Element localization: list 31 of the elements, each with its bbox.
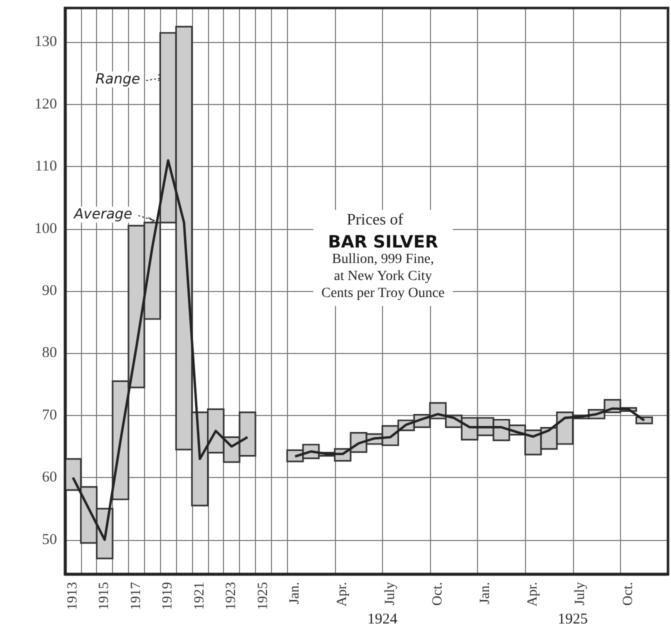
- x-tick-label: 1915: [97, 582, 112, 610]
- y-tick-label: 80: [42, 345, 57, 362]
- x-tick-label: Oct.: [620, 582, 636, 606]
- annotation: Average: [72, 206, 132, 223]
- x-tick-label: Jan.: [288, 582, 303, 604]
- annotation: Range: [95, 72, 140, 88]
- x-tick-label: Oct.: [430, 582, 446, 606]
- x-tick-label: 1917: [128, 582, 144, 610]
- y-tick-label: 110: [35, 158, 57, 175]
- x-tick-label: Apr.: [526, 582, 541, 606]
- x-tick-label: 1919: [160, 582, 176, 610]
- y-tick-label: 100: [34, 220, 57, 237]
- y-tick-label: 50: [42, 532, 57, 548]
- text: BAR SILVER: [328, 232, 438, 252]
- x-tick-label: July: [382, 582, 398, 606]
- text: 1925: [558, 612, 588, 628]
- y-tick-label: 70: [42, 407, 57, 424]
- x-tick-label: Jan.: [478, 582, 494, 604]
- y-tick-label: 130: [34, 34, 57, 50]
- text: Bullion, 999 Fine, at New York City Cents per Troy Ounce: [321, 252, 445, 301]
- x-tick-label: 1921: [192, 582, 208, 610]
- x-tick-label: July: [573, 582, 588, 606]
- y-tick-label: 120: [34, 96, 57, 112]
- y-tick-label: 60: [42, 470, 57, 486]
- x-tick-label: 1925: [256, 582, 271, 610]
- x-tick-label: 1923: [224, 582, 240, 610]
- y-tick-label: 90: [42, 283, 57, 299]
- text: 1924: [367, 612, 398, 628]
- annotation: Prices of: [346, 212, 404, 228]
- x-tick-label: 1913: [65, 582, 80, 610]
- x-tick-label: Apr.: [335, 582, 350, 606]
